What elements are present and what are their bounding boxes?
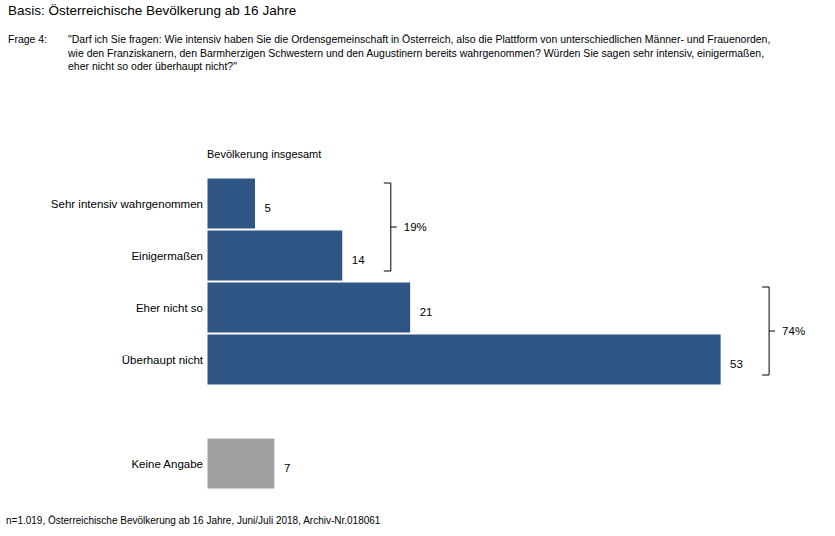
question-line: eher nicht so oder überhaupt nicht?" [68, 60, 237, 72]
group-bracket [762, 287, 775, 375]
group-label: 19% [404, 221, 427, 233]
labels: Sehr intensiv wahrgenommen 5 Einigermaßen 1… [51, 198, 743, 474]
footnote: n=1.019, Österreichische Bevölkerung ab … [6, 515, 381, 526]
bar [207, 438, 275, 489]
category-label: Überhaupt nicht [122, 354, 204, 366]
group-label: 74% [782, 325, 805, 337]
title: Basis: Österreichische Bevölkerung ab 16… [8, 3, 296, 18]
bar [207, 334, 721, 385]
data-label: 7 [284, 462, 290, 474]
brackets: 19% 74% [384, 183, 805, 375]
data-label: 21 [420, 306, 433, 318]
category-label: Keine Angabe [131, 458, 203, 470]
data-label: 14 [352, 254, 365, 266]
subtitle: Bevölkerung insgesamt [207, 148, 321, 160]
data-label: 5 [265, 202, 271, 214]
category-label: Eher nicht so [136, 302, 203, 314]
group-bracket [384, 183, 397, 271]
question-label: Frage 4: [8, 33, 47, 45]
bar [207, 282, 411, 333]
data-label: 53 [730, 358, 743, 370]
plot-area [207, 178, 721, 489]
category-label: Einigermaßen [131, 250, 203, 262]
bars [207, 178, 721, 489]
bar [207, 178, 256, 229]
question-line: "Darf ich Sie fragen: Wie intensiv haben… [68, 33, 770, 45]
category-label: Sehr intensiv wahrgenommen [51, 198, 203, 210]
chart: Basis: Österreichische Bevölkerung ab 16… [0, 0, 835, 536]
question-line: wie den Franziskanern, den Barmherzigen … [67, 47, 764, 59]
bar [207, 230, 343, 281]
